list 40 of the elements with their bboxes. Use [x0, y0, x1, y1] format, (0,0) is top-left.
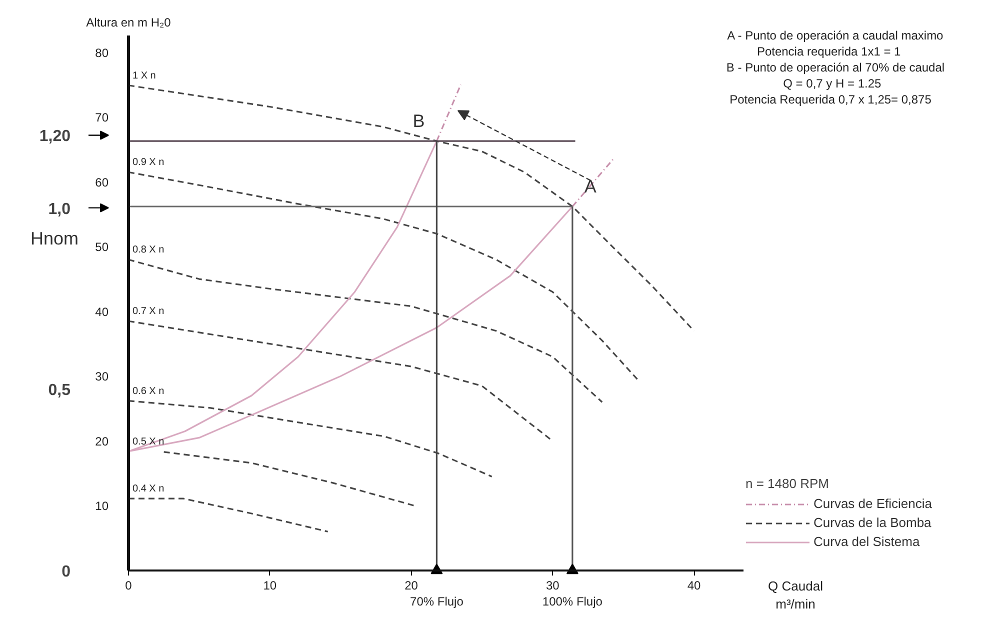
y-tick-label: 30 — [95, 370, 109, 384]
annotation: A — [584, 176, 596, 196]
x-axis-title: Q Caudal m³/min — [768, 578, 824, 612]
x-tick-label: 40 — [687, 578, 702, 592]
y-tick-label: 40 — [95, 304, 109, 319]
text: Q = 0,7 y H = 1.25 — [783, 76, 882, 90]
x-tick-label: 20 — [404, 578, 418, 592]
annotation: 0.8 X n — [132, 244, 164, 256]
annotation: 100% Flujo — [542, 594, 603, 608]
x-tick-label: 10 — [263, 578, 277, 592]
annotation: B - Punto de operación al 70% de caudal — [726, 60, 945, 74]
annotation: Potencia Requerida 0,7 x 1,25= 0,875 — [730, 92, 932, 106]
annotation: 0.7 X n — [132, 306, 164, 318]
annotation: 70% Flujo — [410, 594, 464, 608]
y-tick-label: 10 — [95, 499, 109, 514]
text: Hnom — [30, 228, 79, 248]
annotation: 0.4 X n — [132, 484, 164, 495]
y-axis-title: Altura en m H₂0 — [86, 16, 172, 30]
annotation: B — [412, 111, 425, 132]
y-tick-label: 70 — [95, 110, 109, 125]
legend-label: Curvas de Eficiencia — [814, 496, 932, 511]
y2-tick-label: 0,5 — [48, 382, 71, 400]
annotation: 1 X n — [132, 70, 156, 82]
y2-tick-label: 1,0 — [48, 200, 71, 218]
legend-label: Curvas de la Bomba — [814, 515, 932, 530]
y-tick-label: 60 — [95, 175, 109, 190]
annotation: A - Punto de operación a caudal maximo — [727, 28, 944, 42]
x-tick-label: 30 — [546, 578, 560, 592]
legend-label: Curva del Sistema — [814, 534, 920, 549]
annotation: 0.6 X n — [132, 386, 164, 397]
annotation: 0.5 X n — [132, 436, 164, 448]
y2-tick-label: 1,20 — [39, 128, 71, 146]
y-tick-label: 80 — [95, 46, 109, 60]
text: Potencia requerida 1x1 = 1 — [756, 44, 902, 58]
y2-tick-label: 0 — [62, 564, 71, 580]
legend-title: n = 1480 RPM — [746, 476, 830, 491]
annotation: 0.9 X n — [132, 157, 164, 168]
y-tick-label: 50 — [95, 240, 109, 254]
y-tick-label: 20 — [95, 434, 109, 448]
x-tick-label: 0 — [125, 578, 132, 592]
